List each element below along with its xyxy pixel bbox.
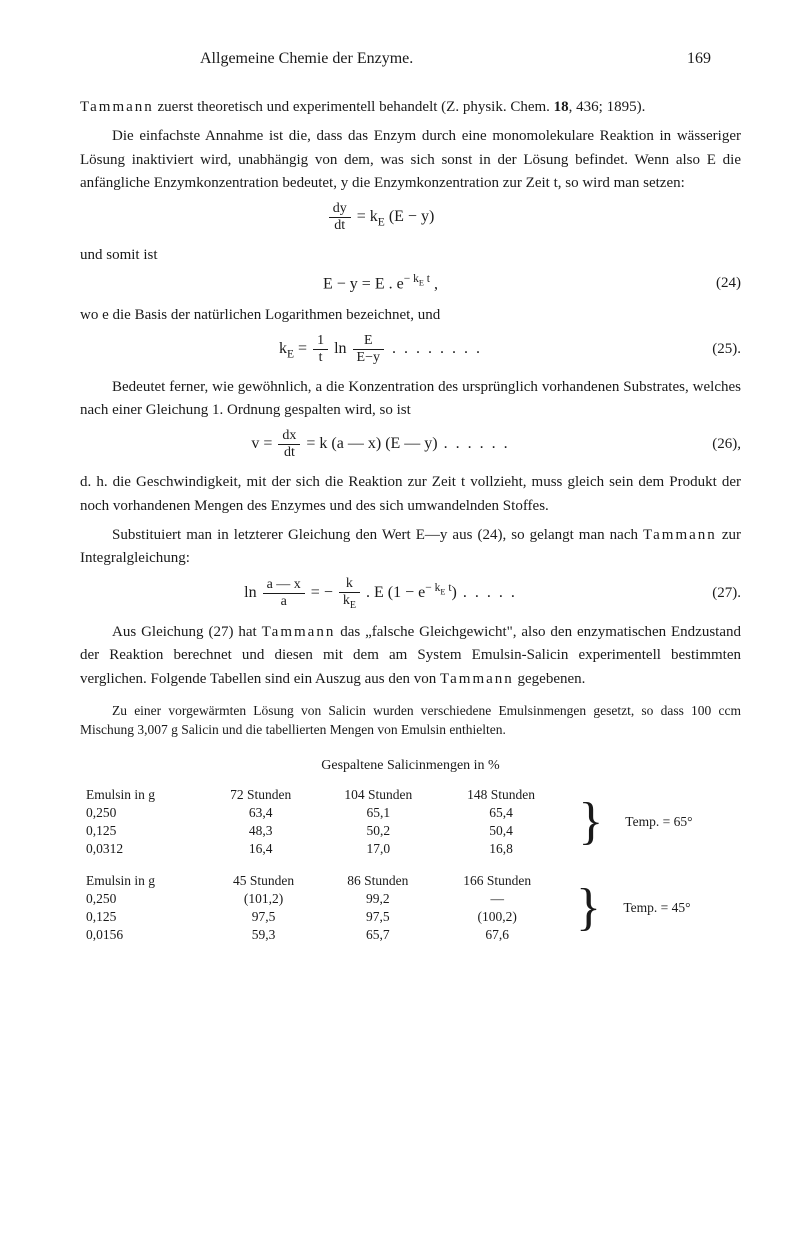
paragraph-6: Substituiert man in letzterer Gleichung … [80,524,741,571]
equation-27-content: ln a — xa = − kkE . E (1 − e− kE t) . . … [80,576,681,611]
page-number: 169 [687,50,711,68]
equation-25-content: kE = 1t ln EE−y . . . . . . . . [80,333,681,366]
equation-24-label: (24) [681,275,741,292]
equation-24: E − y = E . e− kE t , (24) [80,273,741,293]
equation-27: ln a — xa = − kkE . E (1 − e− kE t) . . … [80,576,741,611]
paragraph-2: und somit ist [80,244,741,267]
page-header: Allgemeine Chemie der Enzyme. 169 [80,50,741,68]
table-1: Emulsin in g 72 Stunden 104 Stunden 148 … [80,786,741,858]
equation-25-label: (25). [681,341,741,358]
paragraph-1a: Tammann Tammann zuerst theoretisch und e… [80,96,741,119]
paragraph-4: Bedeutet ferner, wie gewöhnlich, a die K… [80,376,741,423]
footnote: Zu einer vorgewärmten Lösung von Salicin… [80,701,741,740]
table-row: Emulsin in g 72 Stunden 104 Stunden 148 … [80,786,741,804]
header-title: Allgemeine Chemie der Enzyme. [200,50,413,68]
equation-25: kE = 1t ln EE−y . . . . . . . . (25). [80,333,741,366]
equation-dy: dydt = kE (E − y) [80,201,741,234]
table-2: Emulsin in g 45 Stunden 86 Stunden 166 S… [80,872,741,944]
equation-26-content: v = dxdt = k (a — x) (E — y) . . . . . . [80,428,681,461]
equation-27-label: (27). [681,585,741,602]
paragraph-1b: Die einfachste Annahme ist die, dass das… [80,125,741,195]
equation-dy-content: dydt = kE (E − y) [80,201,681,234]
table-row: Emulsin in g 45 Stunden 86 Stunden 166 S… [80,872,741,890]
temp-label: Temp. = 65° [619,786,741,858]
table-title: Gespaltene Salicinmengen in % [80,758,741,774]
brace-icon: } [576,879,601,936]
brace-icon: } [578,793,603,850]
equation-26: v = dxdt = k (a — x) (E — y) . . . . . .… [80,428,741,461]
equation-26-label: (26), [681,436,741,453]
paragraph-5: d. h. die Geschwindigkeit, mit der sich … [80,471,741,518]
temp-label: Temp. = 45° [617,872,741,944]
equation-24-content: E − y = E . e− kE t , [80,273,681,293]
paragraph-3: wo e die Basis der natürlichen Logarithm… [80,304,741,327]
paragraph-7: Aus Gleichung (27) hat Tammann das „fals… [80,621,741,691]
